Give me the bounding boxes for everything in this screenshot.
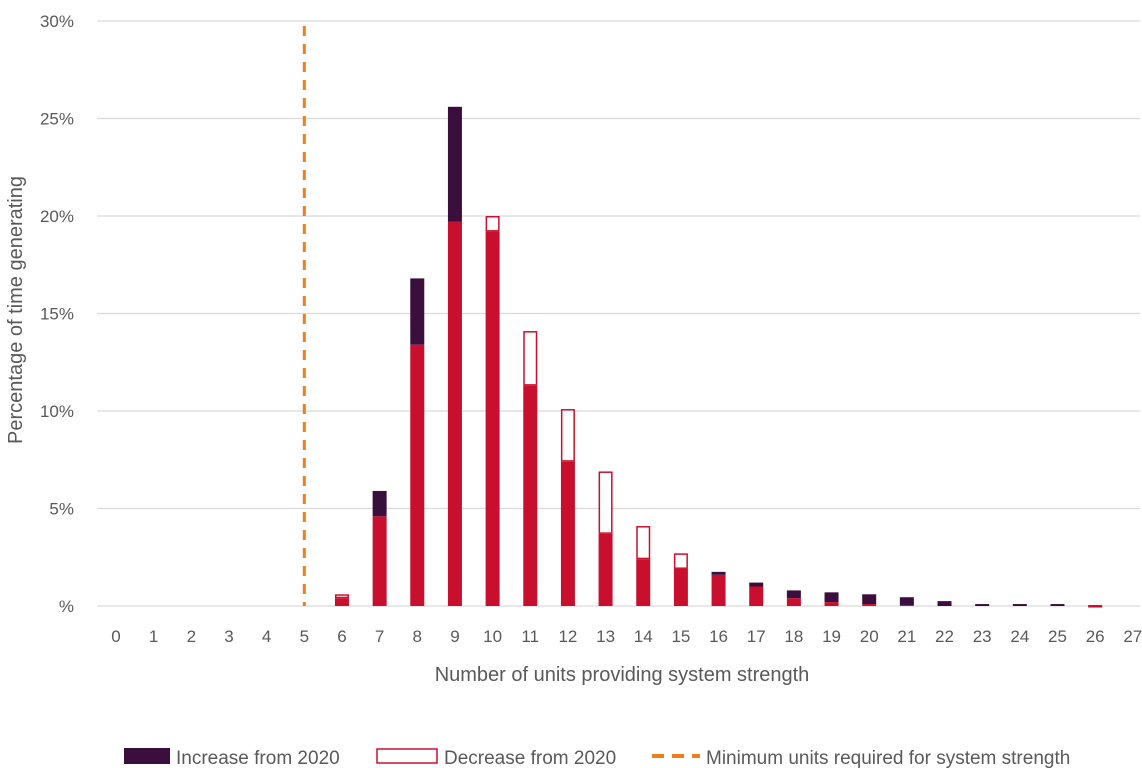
x-tick-label: 18 [784,627,803,646]
bar-increase [447,106,462,222]
legend-swatch-increase [124,748,170,764]
x-tick-label: 20 [860,627,879,646]
x-tick-label: 10 [483,627,502,646]
y-tick-label: 15% [40,305,74,324]
bar-decrease [523,331,538,386]
x-tick-label: 11 [521,627,539,646]
x-tick-label: 16 [709,627,728,646]
x-tick-label: 7 [375,627,384,646]
bar-increase [786,590,801,599]
x-tick-label: 14 [634,627,653,646]
x-tick-label: 24 [1010,627,1029,646]
y-tick-label: % [59,597,74,616]
x-tick-label: 4 [262,627,271,646]
bar-increase [410,278,425,345]
y-axis-title: Percentage of time generating [5,176,27,444]
bar-increase [975,604,990,606]
bar-increase [824,592,839,603]
y-axis-ticks: % 5% 10% 15% 20% 25% 30% [40,12,74,616]
x-tick-label: 19 [822,627,841,646]
x-tick-label: 22 [935,627,954,646]
bar-base [862,604,877,606]
x-tick-label: 17 [747,627,766,646]
bar-increase [1012,604,1027,606]
y-tick-label: 5% [49,500,74,519]
legend-label-reference: Minimum units required for system streng… [706,748,1070,768]
legend: Increase from 2020 Decrease from 2020 Mi… [124,748,1070,768]
gridlines [97,20,1140,607]
bar-base [334,598,349,606]
x-axis-title: Number of units providing system strengt… [435,664,810,686]
bar-base [711,574,726,606]
bar-decrease [334,594,349,599]
y-tick-label: 25% [40,110,74,129]
x-tick-label: 27 [1123,627,1142,646]
bar-base [749,586,764,606]
x-tick-label: 0 [111,627,120,646]
legend-label-increase: Increase from 2020 [176,748,340,768]
y-tick-label: 30% [40,12,74,31]
x-tick-label: 26 [1086,627,1105,646]
bar-decrease [485,216,500,232]
bar-base [899,605,914,606]
bar-base [447,221,462,606]
bar-decrease [1088,605,1103,608]
bar-increase [711,571,726,575]
bar-base [523,385,538,606]
legend-label-decrease: Decrease from 2020 [444,748,616,768]
bars [334,106,1103,608]
y-tick-label: 10% [40,402,74,421]
bar-increase [1050,604,1065,606]
bar-base [410,344,425,606]
bar-decrease [560,409,575,462]
x-tick-label: 8 [413,627,422,646]
bar-base [560,461,575,606]
x-tick-label: 5 [300,627,309,646]
bar-base [372,516,387,606]
x-tick-label: 25 [1048,627,1067,646]
bar-base [485,231,500,606]
x-tick-label: 1 [149,627,158,646]
x-tick-label: 15 [671,627,690,646]
bar-base [598,533,613,606]
bar-increase [937,601,952,606]
legend-swatch-decrease [376,748,438,764]
bar-decrease [673,553,688,569]
x-tick-label: 12 [558,627,577,646]
x-axis-ticks: 0 1 2 3 4 5 6 7 8 9 10 11 12 13 14 15 16 17 18 19 20 21 22 23 24… [111,627,1142,646]
x-tick-label: 6 [337,627,346,646]
bar-base [673,568,688,606]
bar-increase [862,594,877,605]
x-tick-label: 9 [450,627,459,646]
bar-base [824,602,839,606]
bar-increase [372,490,387,517]
x-tick-label: 2 [187,627,196,646]
bar-base [786,598,801,606]
bar-decrease [598,471,613,534]
x-tick-label: 23 [973,627,992,646]
bar-decrease [636,526,651,560]
x-tick-label: 3 [224,627,233,646]
bar-base [636,559,651,606]
x-tick-label: 13 [596,627,615,646]
bar-increase [899,597,914,606]
bar-increase [749,582,764,587]
x-tick-label: 21 [897,627,916,646]
y-tick-label: 20% [40,207,74,226]
